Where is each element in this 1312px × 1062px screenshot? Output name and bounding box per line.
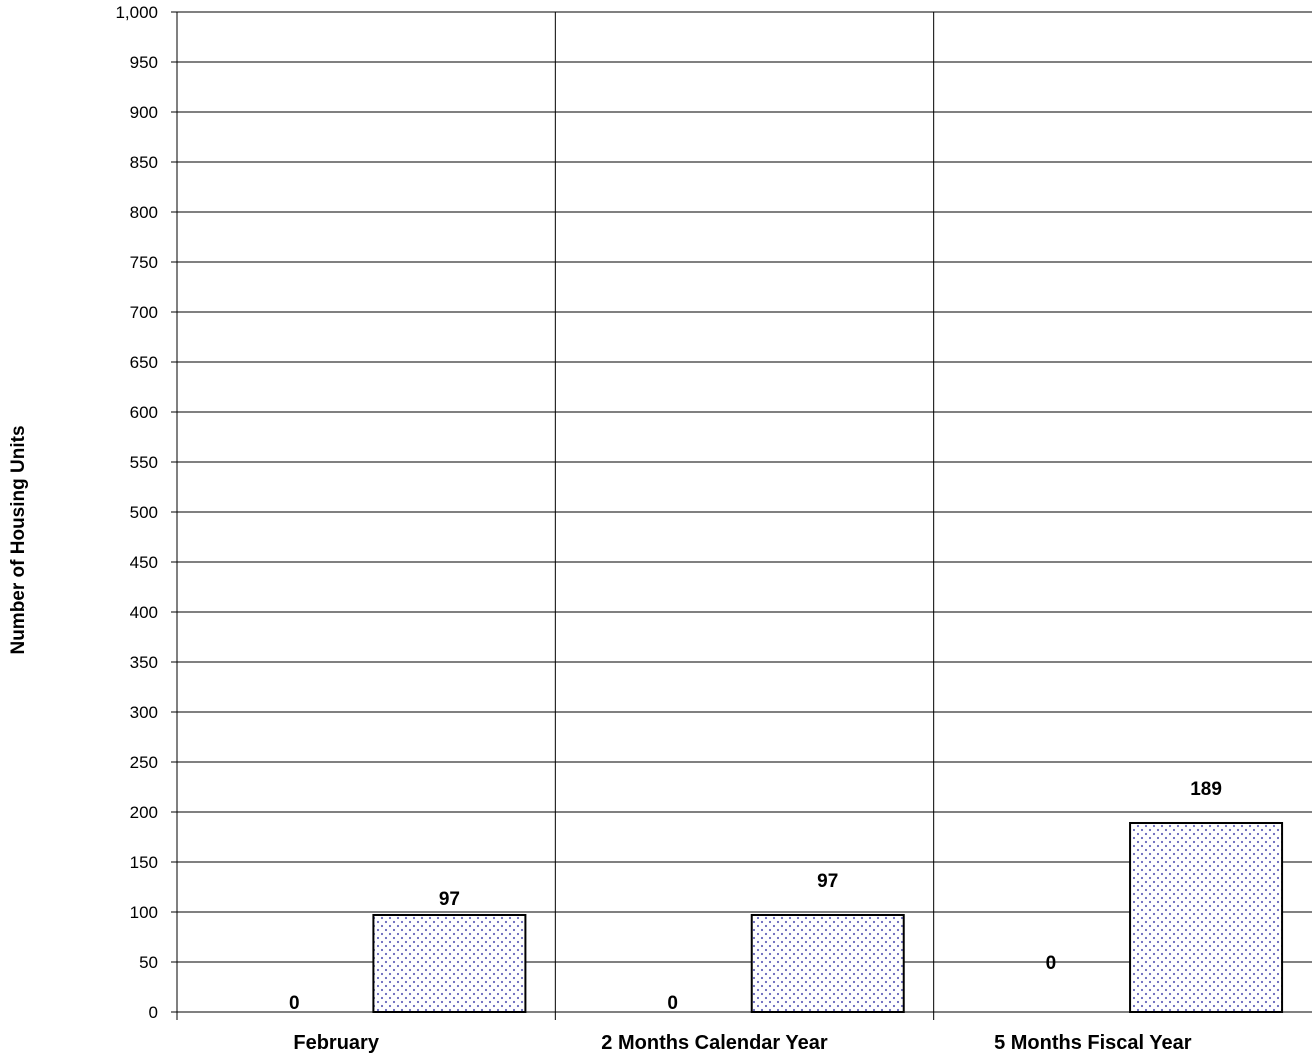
y-tick-label: 200 xyxy=(130,803,158,822)
y-tick-label: 250 xyxy=(130,753,158,772)
y-tick-label: 500 xyxy=(130,503,158,522)
y-tick-label: 50 xyxy=(139,953,158,972)
data-label: 97 xyxy=(439,889,460,910)
y-tick-label: 850 xyxy=(130,153,158,172)
bars xyxy=(372,822,1284,1013)
y-tick-label: 1,000 xyxy=(115,3,158,22)
x-category-label: 5 Months Fiscal Year xyxy=(994,1032,1192,1054)
y-tick-label: 800 xyxy=(130,203,158,222)
y-tick-label: 950 xyxy=(130,53,158,72)
data-label: 0 xyxy=(667,993,678,1014)
y-axis-title: Number of Housing Units xyxy=(8,425,29,654)
gridlines xyxy=(177,11,1312,1020)
bar xyxy=(372,914,527,1013)
y-tick-label: 900 xyxy=(130,103,158,122)
y-tick-label: 100 xyxy=(130,903,158,922)
data-label: 0 xyxy=(289,993,300,1014)
bar xyxy=(750,914,905,1013)
y-tick-label: 300 xyxy=(130,703,158,722)
y-tick-label: 650 xyxy=(130,353,158,372)
y-tick-label: 150 xyxy=(130,853,158,872)
y-tick-label: 400 xyxy=(130,603,158,622)
y-tick-label: 450 xyxy=(130,553,158,572)
bar xyxy=(1129,822,1284,1013)
labels: 0 50 100 150 200 250 300 350 400 450 500 550 600 650 7… xyxy=(8,3,1222,1054)
data-label: 0 xyxy=(1046,953,1057,974)
data-label: 97 xyxy=(817,871,838,892)
x-category-label: February xyxy=(293,1032,379,1054)
axes xyxy=(171,11,178,1020)
y-tick-label: 550 xyxy=(130,453,158,472)
y-tick-label: 0 xyxy=(149,1003,158,1022)
y-tick-label: 600 xyxy=(130,403,158,422)
y-tick-label: 350 xyxy=(130,653,158,672)
y-tick-label: 750 xyxy=(130,253,158,272)
x-category-label: 2 Months Calendar Year xyxy=(601,1032,828,1054)
y-tick-label: 700 xyxy=(130,303,158,322)
data-label: 189 xyxy=(1190,779,1222,800)
